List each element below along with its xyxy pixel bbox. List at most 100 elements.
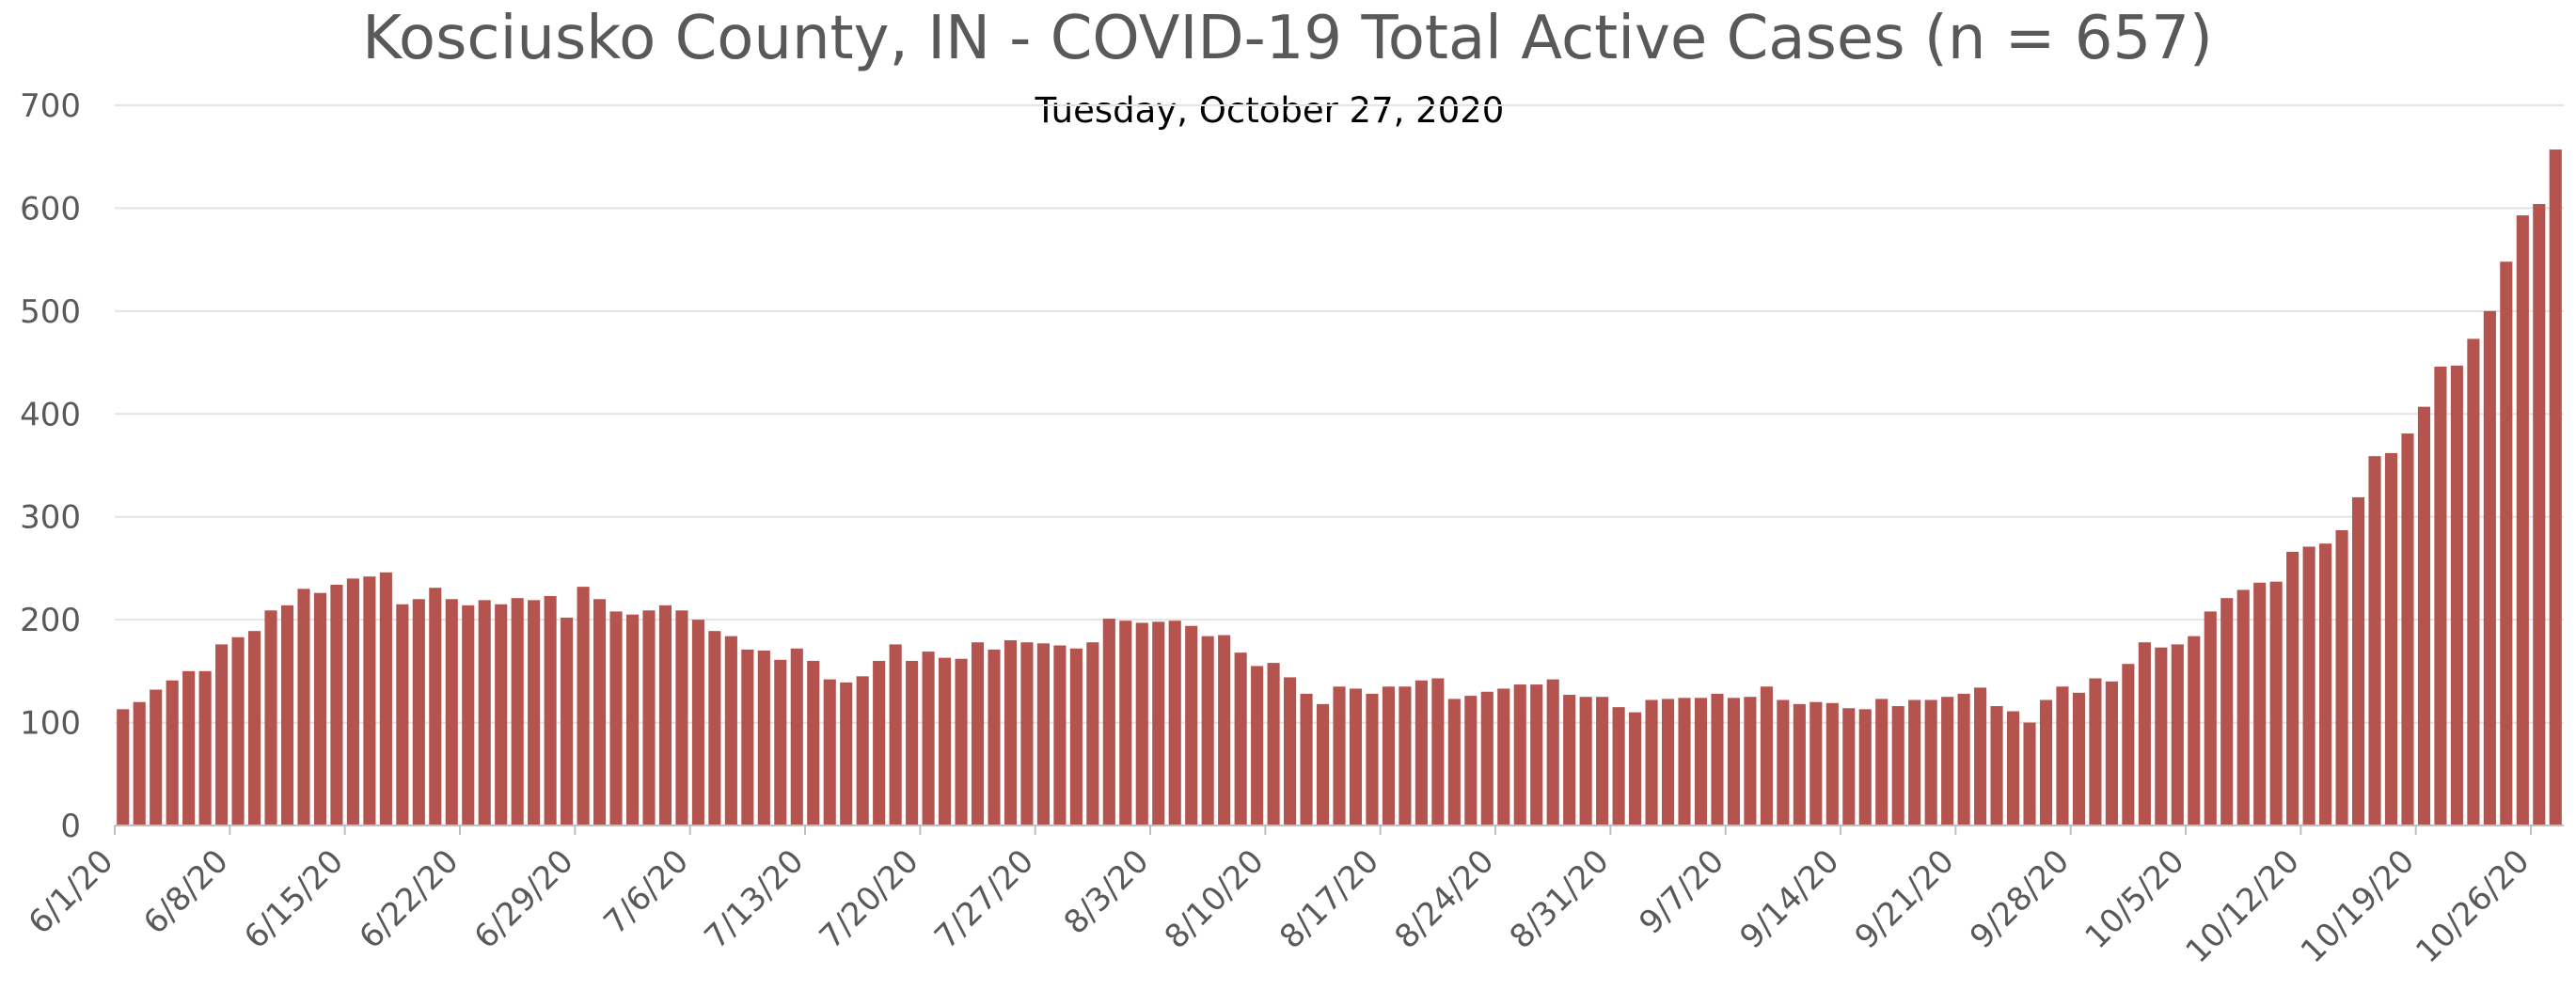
- bar: [2384, 452, 2398, 825]
- bar: [511, 598, 524, 825]
- x-tick-label: 6/29/20: [467, 842, 581, 956]
- chart-title: Kosciusko County, IN - COVID-19 Total Ac…: [362, 4, 2213, 73]
- bar: [2171, 644, 2184, 825]
- x-tick-label: 6/15/20: [237, 842, 351, 956]
- x-tick-label: 10/5/20: [2078, 842, 2191, 956]
- bar: [1316, 703, 1330, 825]
- bar: [1612, 707, 1625, 825]
- bar: [2236, 589, 2250, 825]
- bar: [1069, 648, 1083, 825]
- bar: [691, 620, 704, 825]
- bar: [363, 576, 376, 825]
- bar: [133, 701, 146, 825]
- bar: [1399, 686, 1412, 825]
- bar: [1414, 680, 1428, 825]
- bar: [1284, 677, 1297, 825]
- bar: [1300, 693, 1313, 825]
- bar: [609, 611, 623, 825]
- bar: [1924, 699, 1937, 825]
- bar: [658, 605, 672, 825]
- bar: [790, 648, 803, 825]
- bar: [1678, 698, 1691, 825]
- bar: [1447, 699, 1461, 825]
- bar: [478, 600, 491, 825]
- bar: [150, 689, 163, 825]
- bar: [2056, 686, 2069, 825]
- bar: [922, 652, 935, 825]
- bar: [2188, 636, 2201, 825]
- bar: [330, 584, 343, 825]
- bar: [577, 587, 590, 825]
- bar: [1694, 698, 1708, 825]
- bar: [2122, 664, 2135, 825]
- bar: [1251, 666, 1264, 825]
- bar: [2220, 598, 2234, 825]
- x-tick-label: 8/24/20: [1387, 842, 1501, 956]
- bar: [2286, 551, 2299, 825]
- bar: [313, 592, 327, 825]
- bar: [971, 642, 985, 825]
- bar: [1810, 701, 1823, 825]
- x-tick-label: 8/10/20: [1158, 842, 1272, 956]
- bar: [1004, 640, 1018, 825]
- bar: [1431, 678, 1445, 825]
- bar: [1530, 684, 1543, 825]
- x-tick-label: 7/27/20: [927, 842, 1041, 956]
- x-tick-label: 9/7/20: [1632, 842, 1731, 942]
- chart-subtitle: Tuesday, October 27, 2020: [1035, 90, 1505, 131]
- bar: [2516, 215, 2529, 826]
- x-tick-label: 9/14/20: [1732, 842, 1846, 956]
- bars: [117, 149, 2562, 826]
- bar: [774, 659, 787, 825]
- bar: [248, 631, 261, 825]
- bar: [495, 604, 508, 825]
- bar: [955, 658, 968, 825]
- bar: [2089, 678, 2102, 825]
- x-tick-label: 8/31/20: [1503, 842, 1617, 956]
- bar: [1333, 686, 1346, 825]
- bar: [297, 589, 310, 825]
- bar: [1825, 702, 1839, 825]
- bar: [1842, 708, 1856, 825]
- bar: [2368, 456, 2381, 825]
- bar: [2417, 406, 2431, 825]
- bar: [1201, 636, 1214, 825]
- bar: [2434, 366, 2447, 825]
- bar: [445, 599, 458, 825]
- bar: [642, 610, 656, 825]
- bar: [2155, 647, 2168, 825]
- x-tick-label: 6/8/20: [136, 842, 236, 942]
- bar: [1218, 635, 1231, 825]
- bar: [561, 617, 574, 825]
- bar: [2483, 310, 2496, 825]
- bar: [1645, 699, 1658, 825]
- bar: [396, 604, 409, 825]
- y-tick-label: 600: [20, 190, 81, 228]
- bar: [873, 660, 886, 825]
- bar: [1267, 663, 1280, 825]
- bar: [2006, 711, 2020, 825]
- bar: [2467, 338, 2480, 825]
- bar: [280, 605, 294, 825]
- bar: [2335, 529, 2348, 825]
- bar: [1875, 699, 1889, 825]
- bar: [462, 605, 475, 825]
- bar: [182, 670, 196, 825]
- bar: [166, 680, 179, 825]
- bar: [724, 636, 737, 825]
- bar: [1036, 643, 1050, 825]
- bar: [1497, 688, 1510, 825]
- bar: [823, 679, 836, 825]
- bar: [1744, 697, 1757, 825]
- bar: [1793, 703, 1806, 825]
- bar: [2023, 722, 2036, 825]
- bar: [1941, 697, 1954, 825]
- bar: [1234, 652, 1247, 825]
- bar: [117, 709, 130, 825]
- bar: [1563, 695, 1576, 825]
- bar: [1382, 686, 1395, 825]
- x-axis: 6/1/20 6/8/20 6/15/20 6/22/20 6/29/20 7/6/20 7…: [22, 825, 2536, 970]
- bar: [346, 578, 359, 825]
- bar: [2204, 611, 2217, 825]
- bar: [1711, 693, 1724, 825]
